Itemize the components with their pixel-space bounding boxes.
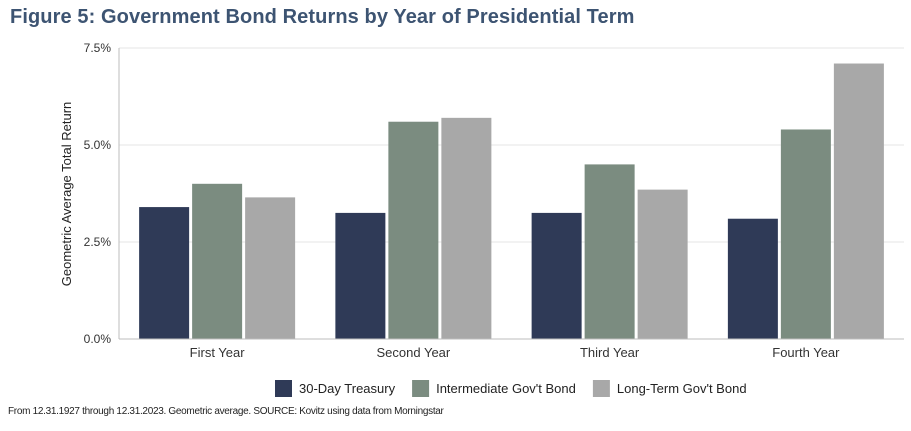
y-axis-label: Geometric Average Total Return [59,102,74,287]
x-category-label: Fourth Year [772,345,840,360]
bar-intermediate-gov-t-bond-third-year [584,164,635,339]
legend-swatch [412,380,430,397]
bar-30-day-treasury-fourth-year [727,218,778,339]
y-tick-label: 2.5% [84,235,112,249]
bar-long-term-gov-t-bond-first-year [245,197,296,339]
bar-30-day-treasury-second-year [335,212,386,339]
axes: 0.0% 2.5% 5.0% 7.5% First Year Second Year Thi… [84,41,904,360]
legend: 30-Day Treasury Intermediate Gov't Bond Lo… [275,380,747,397]
legend-label: Intermediate Gov't Bond [436,381,576,396]
bars [139,63,884,340]
chart-title: Figure 5: Government Bond Returns by Yea… [10,6,635,28]
x-category-label: Second Year [377,345,451,360]
bar-30-day-treasury-first-year [139,207,190,339]
x-category-label: Third Year [580,345,640,360]
bar-intermediate-gov-t-bond-second-year [388,121,439,339]
bar-intermediate-gov-t-bond-fourth-year [780,129,831,339]
legend-label: 30-Day Treasury [299,381,396,396]
legend-swatch [592,380,610,397]
bar-long-term-gov-t-bond-third-year [637,189,688,339]
footnote: From 12.31.1927 through 12.31.2023. Geom… [8,406,444,417]
y-tick-label: 0.0% [84,332,112,346]
bar-intermediate-gov-t-bond-first-year [192,183,243,339]
legend-label: Long-Term Gov't Bond [617,381,747,396]
legend-swatch [275,380,292,397]
bar-long-term-gov-t-bond-fourth-year [833,63,884,340]
y-tick-label: 7.5% [84,41,112,55]
y-tick-label: 5.0% [84,138,112,152]
bar-30-day-treasury-third-year [531,212,582,339]
bar-long-term-gov-t-bond-second-year [441,117,492,339]
x-category-label: First Year [190,345,246,360]
